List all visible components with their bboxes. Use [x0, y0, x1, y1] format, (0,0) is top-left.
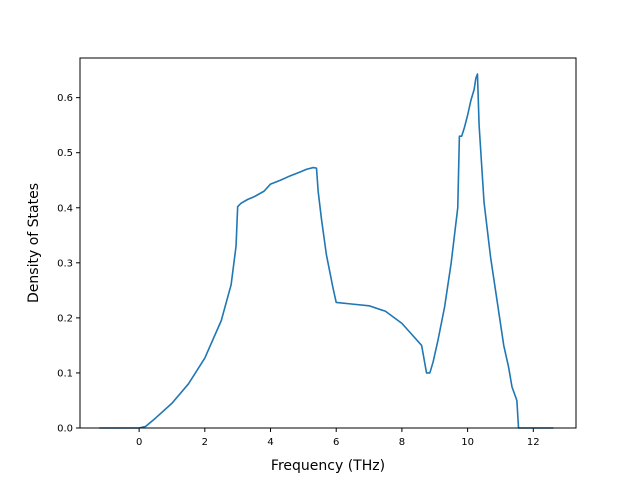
y-tick-label: 0.6 — [57, 93, 73, 104]
dos-series-line — [98, 73, 554, 429]
x-tick-label: 4 — [267, 437, 273, 448]
y-tick-label: 0.2 — [57, 313, 73, 324]
y-tick-label: 0.3 — [57, 258, 73, 269]
x-axis-ticks: 0 2 4 6 8 10 12 — [136, 428, 540, 448]
x-tick-label: 10 — [461, 437, 474, 448]
y-tick-label: 0.1 — [57, 368, 73, 379]
y-axis-ticks: 0.0 0.1 0.2 0.3 0.4 0.5 0.6 — [57, 93, 80, 435]
y-tick-label: 0.4 — [57, 203, 73, 214]
x-tick-label: 2 — [202, 437, 208, 448]
x-tick-label: 6 — [333, 437, 339, 448]
x-tick-label: 12 — [527, 437, 540, 448]
x-axis-label: Frequency (THz) — [271, 458, 385, 474]
y-tick-label: 0.0 — [57, 424, 73, 435]
y-axis-label: Density of States — [26, 183, 42, 303]
x-tick-label: 0 — [136, 437, 142, 448]
plot-frame — [79, 57, 577, 429]
y-tick-label: 0.5 — [57, 148, 73, 159]
x-tick-label: 8 — [399, 437, 405, 448]
plot-area — [80, 58, 576, 428]
